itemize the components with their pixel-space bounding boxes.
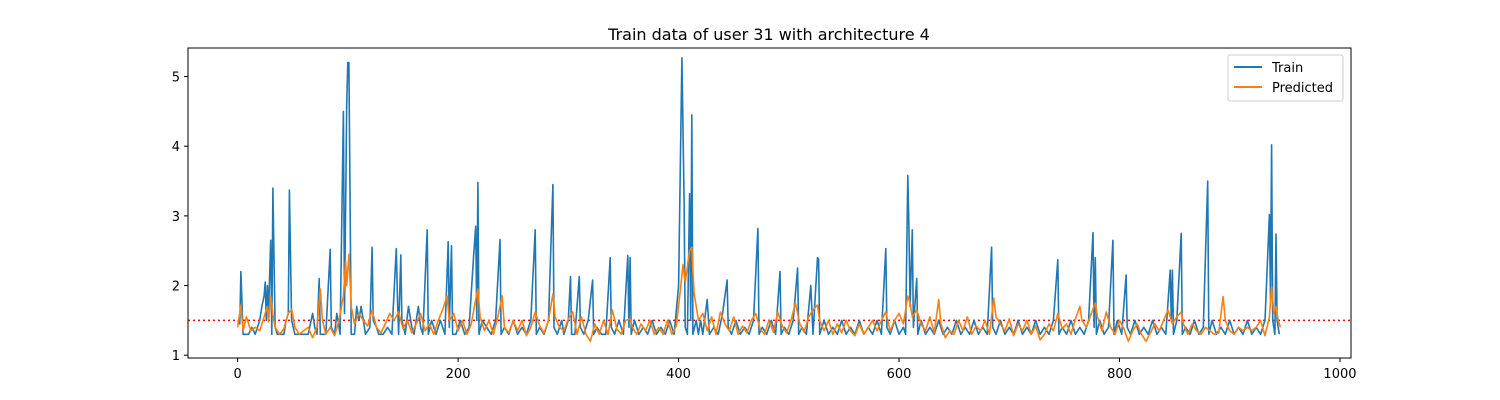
x-tick-label: 1000 — [1323, 367, 1356, 382]
y-tick-label: 3 — [172, 210, 180, 225]
legend: Train Predicted — [1227, 54, 1344, 102]
y-tick-label: 4 — [172, 140, 180, 155]
x-tick-label: 600 — [887, 367, 912, 382]
legend-label-predicted: Predicted — [1272, 81, 1333, 96]
series-line-train — [236, 57, 1281, 336]
y-tick-label: 1 — [172, 349, 180, 364]
series-line-predicted — [236, 246, 1282, 343]
axes-frame — [187, 47, 1352, 359]
plot-area — [188, 57, 1351, 343]
x-tick-label: 200 — [446, 367, 471, 382]
x-tick-label: 400 — [666, 367, 691, 382]
y-tick-label: 5 — [172, 71, 180, 86]
y-tick-label: 2 — [172, 280, 180, 295]
chart-title: Train data of user 31 with architecture … — [607, 25, 930, 44]
x-tick-label: 800 — [1107, 367, 1132, 382]
legend-label-train: Train — [1271, 61, 1303, 76]
x-tick-label: 0 — [233, 367, 241, 382]
axis-ticks: 0 200 400 600 800 1000 1 2 3 4 5 — [172, 71, 1357, 382]
